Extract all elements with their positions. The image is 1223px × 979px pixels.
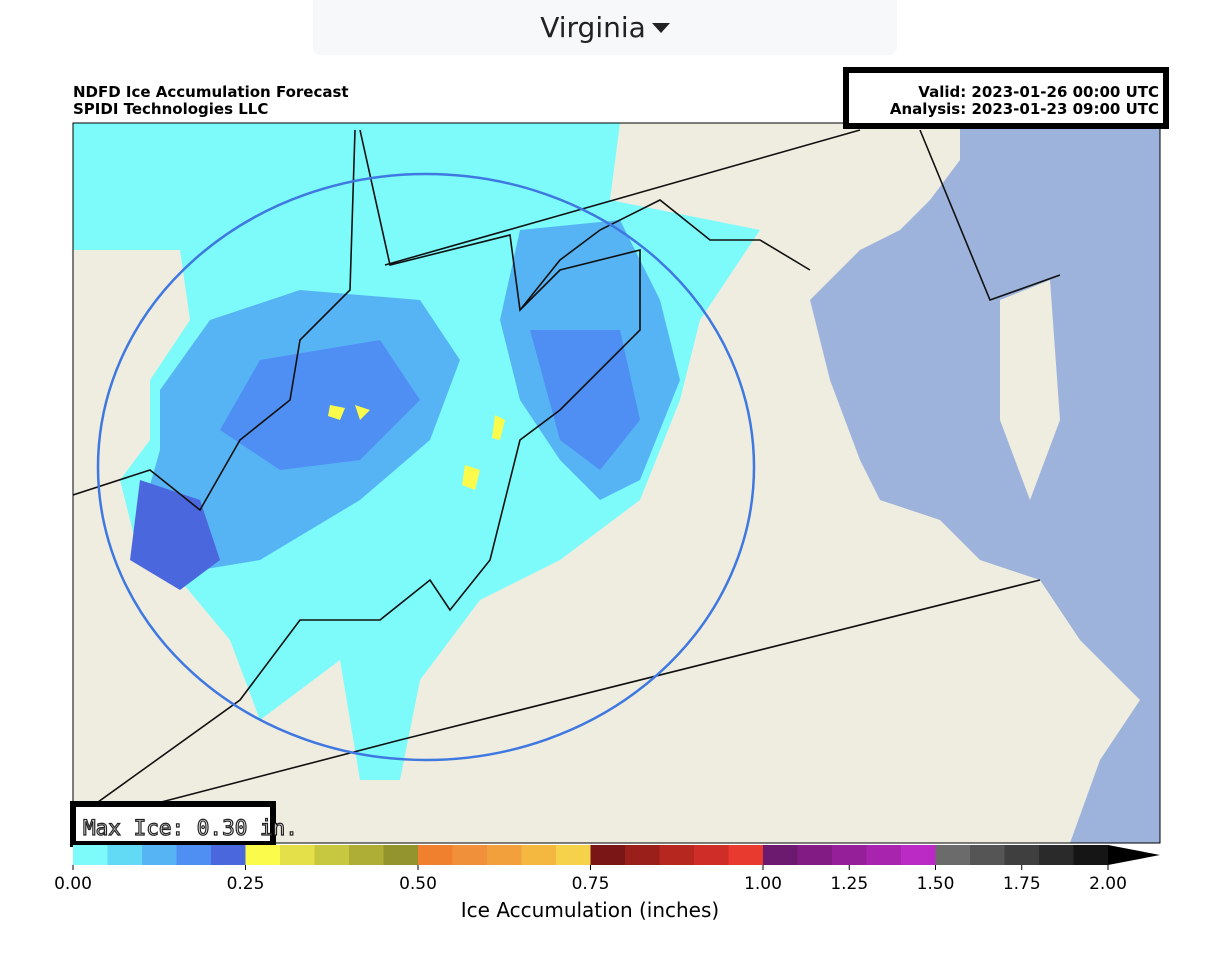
tick-label: 1.00 [744,874,782,894]
colorbar-bin [728,845,764,865]
colorbar-bin [625,845,660,865]
max-box [70,801,276,847]
colorbar-bin [142,845,177,865]
colorbar-bin [901,845,936,865]
region-selector[interactable]: Virginia [313,0,897,55]
colorbar-bin [418,845,453,865]
tick-label: 1.75 [1003,874,1041,894]
colorbar-bin [452,845,488,865]
time-box [843,67,1169,129]
colorbar-bin [176,845,212,865]
colorbar-bin [73,845,108,865]
colorbar-bin [245,845,281,865]
radius-circle [96,172,756,762]
ice-area-heavy [530,330,640,470]
tick-label: 0.75 [572,874,610,894]
colorbar-extend [1108,845,1160,865]
map [73,123,1160,843]
colorbar-bin [556,845,591,865]
map-frame [72,122,1161,844]
colorbar-bin [1039,845,1074,865]
colorbar-bin [383,845,419,865]
colorbar-bin [866,845,902,865]
water [810,123,1160,843]
colorbar-bin [349,845,384,865]
tick-label: 0.00 [54,874,92,894]
colorbar-bin [763,845,798,865]
colorbar-bin [211,845,246,865]
colorbar-bin [280,845,315,865]
dropdown-caret[interactable] [651,22,670,33]
valid-time: Valid: 2023-01-26 00:00 UTC [918,83,1159,101]
colorbar-label: Ice Accumulation (inches) [461,898,719,922]
state-border [73,129,1061,826]
colorbar-bin [935,845,971,865]
colorbar-bin [590,845,626,865]
colorbar-bin [694,845,729,865]
colorbar-bin [832,845,867,865]
colorbar-bin [970,845,1005,865]
colorbar-bin [659,845,695,865]
selector-text[interactable]: Virginia [540,11,646,44]
colorbar-bin [314,845,350,865]
colorbar-bin [487,845,522,865]
tick-label: 0.50 [399,874,437,894]
colorbar-bin [1073,845,1109,865]
tick-label: 1.25 [830,874,868,894]
colorbar-bin [797,845,833,865]
colorbar-bin [107,845,143,865]
peninsula [1000,280,1060,500]
tick-label: 0.25 [227,874,265,894]
colorbar-bin [521,845,557,865]
ice-area-heavy [220,340,420,470]
map-subtitle: SPIDI Technologies LLC [73,100,268,118]
analysis-time: Analysis: 2023-01-23 09:00 UTC [890,100,1159,118]
tick-label: 1.50 [917,874,955,894]
colorbar-bin [1004,845,1040,865]
tick-label: 2.00 [1089,874,1127,894]
max-label: Max Ice: 0.30 in. [83,816,298,840]
map-title: NDFD Ice Accumulation Forecast [73,83,349,101]
